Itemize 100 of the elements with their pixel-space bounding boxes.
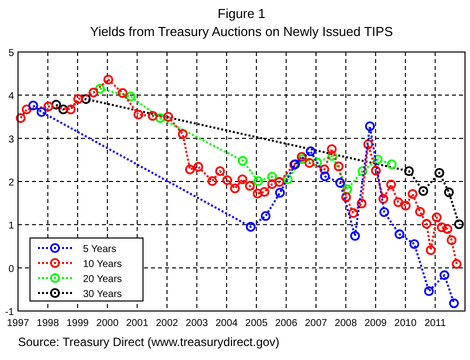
legend-label: 10 Years xyxy=(83,259,122,270)
point xyxy=(133,110,144,120)
point xyxy=(348,208,358,218)
point xyxy=(230,184,240,194)
point xyxy=(442,224,452,234)
y-tick-label: -1 xyxy=(5,307,14,318)
point xyxy=(342,184,352,194)
y-tick-label: 2 xyxy=(8,178,14,188)
point xyxy=(28,100,38,110)
point xyxy=(356,198,366,208)
point xyxy=(408,189,418,199)
x-tick-label: 1997 xyxy=(6,318,30,329)
y-tick-label: 4 xyxy=(8,91,14,102)
point xyxy=(424,286,434,296)
point xyxy=(237,174,248,184)
point xyxy=(267,179,278,189)
point xyxy=(43,101,54,112)
y-tick-label: 5 xyxy=(8,48,14,59)
point xyxy=(88,88,98,98)
x-tick-label: 2011 xyxy=(424,318,446,329)
point xyxy=(148,110,158,121)
point xyxy=(341,192,351,202)
point xyxy=(222,175,232,186)
point xyxy=(393,197,404,208)
point xyxy=(252,188,262,198)
point xyxy=(312,158,322,168)
point xyxy=(335,178,346,188)
point xyxy=(434,168,444,178)
x-tick-label: 2004 xyxy=(215,318,238,329)
point xyxy=(440,270,450,280)
x-tick-label: 2003 xyxy=(186,318,208,329)
point xyxy=(372,154,383,164)
y-tick-label: 3 xyxy=(8,134,14,146)
point xyxy=(260,211,271,221)
x-tick-label: 2005 xyxy=(245,318,268,329)
y-tick-label: 1 xyxy=(8,220,14,232)
point xyxy=(386,180,396,190)
point xyxy=(306,146,316,156)
point xyxy=(334,161,344,172)
point xyxy=(274,177,284,187)
x-tick-label: 2009 xyxy=(364,318,388,329)
point xyxy=(126,92,136,102)
point xyxy=(36,107,46,117)
x-tick-label: 2008 xyxy=(334,318,358,329)
point xyxy=(244,180,255,191)
chart-title: Figure 1 xyxy=(218,6,266,21)
point xyxy=(436,222,447,232)
point xyxy=(326,144,337,154)
point xyxy=(267,172,278,182)
point xyxy=(95,84,105,94)
point xyxy=(193,162,204,172)
point xyxy=(327,151,338,161)
point xyxy=(207,176,218,186)
point xyxy=(103,74,114,85)
point xyxy=(378,194,388,204)
source-note: Source: Treasury Direct (www.treasurydirect.gov) xyxy=(18,335,280,349)
point xyxy=(253,176,264,186)
x-tick-label: 2010 xyxy=(394,318,417,329)
point xyxy=(371,166,381,176)
point xyxy=(296,152,307,162)
point xyxy=(444,187,454,198)
point xyxy=(238,156,248,166)
point xyxy=(118,88,128,98)
point xyxy=(320,171,330,182)
point xyxy=(422,218,432,229)
point xyxy=(73,94,84,104)
point xyxy=(66,104,76,114)
x-tick-label: 2000 xyxy=(96,318,119,329)
point xyxy=(282,174,293,184)
point xyxy=(394,229,404,240)
x-tick-label: 1998 xyxy=(36,318,60,329)
x-tick-label: 1999 xyxy=(66,318,90,329)
point xyxy=(185,164,195,174)
x-tick-label: 2002 xyxy=(156,318,179,329)
point xyxy=(418,186,428,196)
point xyxy=(275,188,285,198)
x-tick-label: 2001 xyxy=(126,318,149,329)
legend-label: 30 Years xyxy=(83,289,122,300)
point xyxy=(246,222,256,232)
point xyxy=(446,235,456,246)
point xyxy=(178,129,188,139)
point xyxy=(379,207,390,218)
point xyxy=(363,139,374,150)
point xyxy=(409,239,420,249)
point xyxy=(155,113,166,123)
point xyxy=(400,200,411,211)
legend-label: 5 Years xyxy=(83,244,116,255)
point xyxy=(319,164,330,174)
point xyxy=(452,259,462,269)
point xyxy=(386,159,397,170)
x-tick-label: 2007 xyxy=(304,318,328,329)
point xyxy=(350,230,360,241)
point xyxy=(358,166,368,176)
point xyxy=(215,166,225,176)
point xyxy=(415,206,425,217)
point xyxy=(404,166,414,176)
point xyxy=(432,212,442,222)
legend-label: 20 Years xyxy=(83,274,122,285)
point xyxy=(16,113,26,123)
point xyxy=(22,104,32,114)
